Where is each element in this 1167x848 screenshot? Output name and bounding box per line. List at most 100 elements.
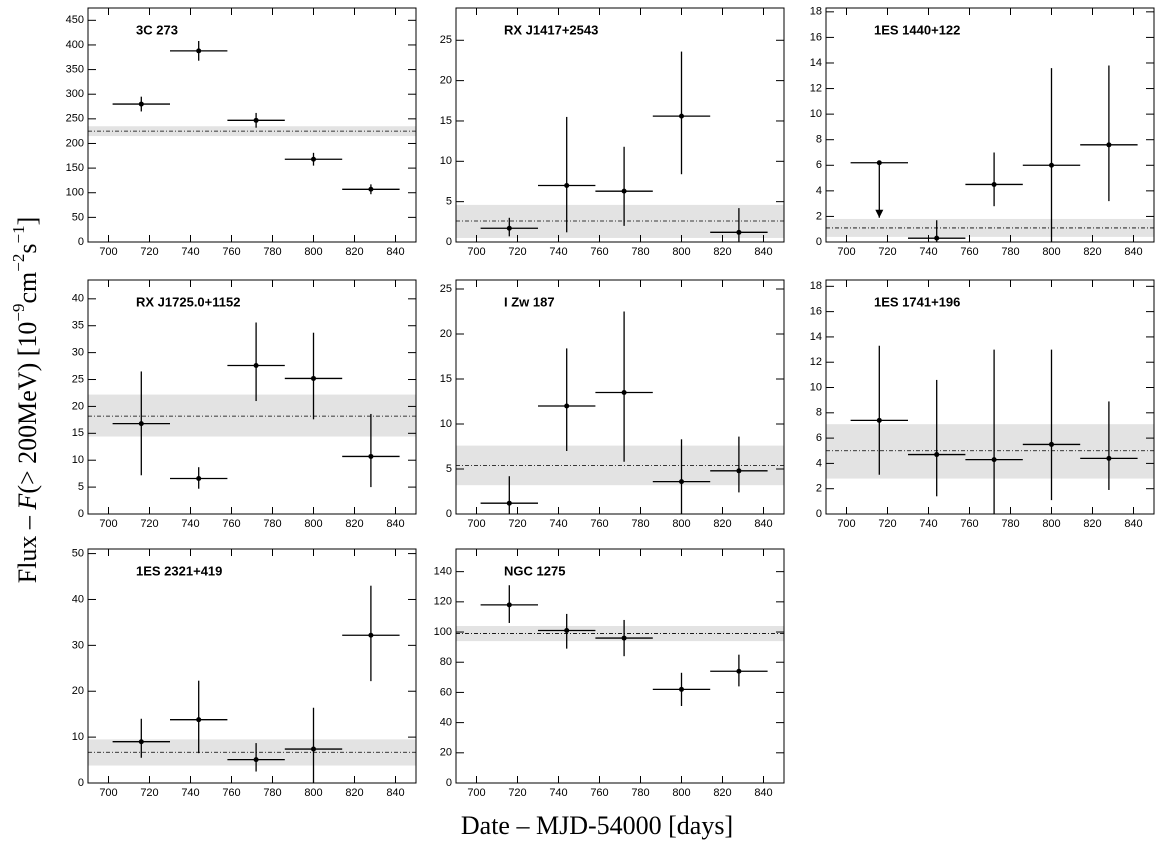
x-tick-label: 740: [919, 246, 937, 258]
x-tick-label: 700: [467, 518, 485, 530]
x-tick-label: 720: [140, 518, 158, 530]
data-point: [506, 602, 512, 608]
data-point: [1106, 455, 1112, 461]
panel-title: RX J1725.0+1152: [136, 294, 240, 309]
x-tick-label: 760: [960, 518, 978, 530]
x-tick-label: 800: [672, 787, 690, 799]
data-point: [311, 746, 316, 752]
data-point: [1106, 142, 1112, 148]
x-tick-label: 820: [345, 787, 363, 799]
y-tick-label: 0: [446, 777, 452, 789]
y-tick-label: 5: [78, 481, 84, 493]
plot-frame: [825, 7, 1155, 243]
x-tick-label: 720: [878, 246, 896, 258]
y-tick-label: 50: [72, 547, 84, 559]
data-point: [311, 375, 316, 381]
y-tick-label: 35: [72, 320, 84, 332]
y-label-part: −2: [9, 254, 28, 272]
y-tick-label: 0: [816, 236, 822, 248]
y-tick-label: 50: [72, 211, 84, 223]
y-tick-label: 15: [72, 427, 84, 439]
x-tick-label: 700: [467, 787, 485, 799]
data-point: [934, 235, 940, 241]
x-tick-label: 840: [754, 518, 772, 530]
y-tick-label: 6: [816, 432, 822, 444]
y-tick-label: 400: [66, 39, 84, 51]
y-tick-label: 5: [446, 463, 452, 475]
x-tick-label: 720: [508, 246, 526, 258]
y-axis-label: Flux – F(> 200MeV) [10−9cm−2s−1]: [9, 217, 42, 584]
x-tick-label: 780: [263, 518, 281, 530]
x-tick-label: 820: [1083, 518, 1101, 530]
y-tick-label: 20: [72, 400, 84, 412]
x-tick-label: 800: [672, 246, 690, 258]
data-point: [679, 113, 684, 119]
x-tick-label: 840: [754, 787, 772, 799]
y-tick-label: 4: [816, 457, 822, 469]
x-tick-label: 820: [713, 518, 731, 530]
x-tick-label: 800: [1042, 246, 1060, 258]
plot-frame: [455, 548, 785, 784]
x-tick-label: 700: [837, 518, 855, 530]
band: [88, 394, 416, 437]
y-label-part: Flux –: [13, 510, 42, 584]
data-point: [679, 479, 684, 485]
x-tick-label: 720: [140, 246, 158, 258]
band: [826, 424, 1154, 479]
y-tick-label: 18: [810, 280, 822, 292]
x-tick-label: 840: [386, 518, 404, 530]
y-tick-label: 20: [440, 328, 452, 340]
data-point: [368, 186, 374, 192]
y-tick-label: 150: [66, 162, 84, 174]
data-point: [934, 452, 940, 458]
x-tick-label: 760: [590, 518, 608, 530]
x-tick-label: 840: [1124, 246, 1142, 258]
panel-title: NGC 1275: [504, 563, 565, 578]
y-tick-label: 350: [66, 63, 84, 75]
y-tick-label: 14: [810, 331, 822, 343]
x-tick-label: 700: [99, 246, 117, 258]
y-tick-label: 8: [816, 407, 822, 419]
y-tick-label: 100: [434, 626, 452, 638]
data-point: [736, 468, 742, 474]
x-tick-label: 780: [263, 787, 281, 799]
x-tick-label: 740: [549, 518, 567, 530]
x-tick-label: 820: [713, 246, 731, 258]
x-tick-label: 740: [181, 518, 199, 530]
y-tick-label: 25: [440, 34, 452, 46]
y-tick-label: 0: [78, 777, 84, 789]
data-point: [564, 628, 570, 634]
x-tick-label: 740: [919, 518, 937, 530]
plot-frame: [825, 279, 1155, 515]
y-label-part: −1: [9, 225, 28, 243]
y-tick-label: 60: [440, 686, 452, 698]
y-tick-label: 0: [446, 236, 452, 248]
data-point: [621, 635, 627, 641]
data-point: [311, 156, 316, 162]
y-tick-label: 30: [72, 347, 84, 359]
y-tick-label: 15: [440, 373, 452, 385]
x-tick-label: 800: [1042, 518, 1060, 530]
y-tick-label: 10: [440, 418, 452, 430]
plot-frame: [455, 7, 785, 243]
y-tick-label: 120: [434, 596, 452, 608]
plot-frame: [87, 548, 417, 784]
y-tick-label: 5: [446, 196, 452, 208]
data-point: [196, 717, 202, 723]
y-tick-label: 2: [816, 210, 822, 222]
y-tick-label: 14: [810, 57, 822, 69]
x-tick-label: 820: [1083, 246, 1101, 258]
x-tick-label: 760: [222, 787, 240, 799]
x-tick-label: 780: [1001, 246, 1019, 258]
y-tick-label: 16: [810, 31, 822, 43]
y-tick-label: 10: [810, 108, 822, 120]
y-label-part: (> 200MeV) [10: [13, 322, 42, 494]
x-tick-label: 780: [263, 246, 281, 258]
y-tick-label: 12: [810, 356, 822, 368]
y-tick-label: 20: [440, 747, 452, 759]
y-label-part: −9: [9, 304, 28, 322]
y-tick-label: 18: [810, 6, 822, 18]
x-tick-label: 740: [549, 787, 567, 799]
x-tick-label: 780: [631, 787, 649, 799]
y-tick-label: 250: [66, 113, 84, 125]
